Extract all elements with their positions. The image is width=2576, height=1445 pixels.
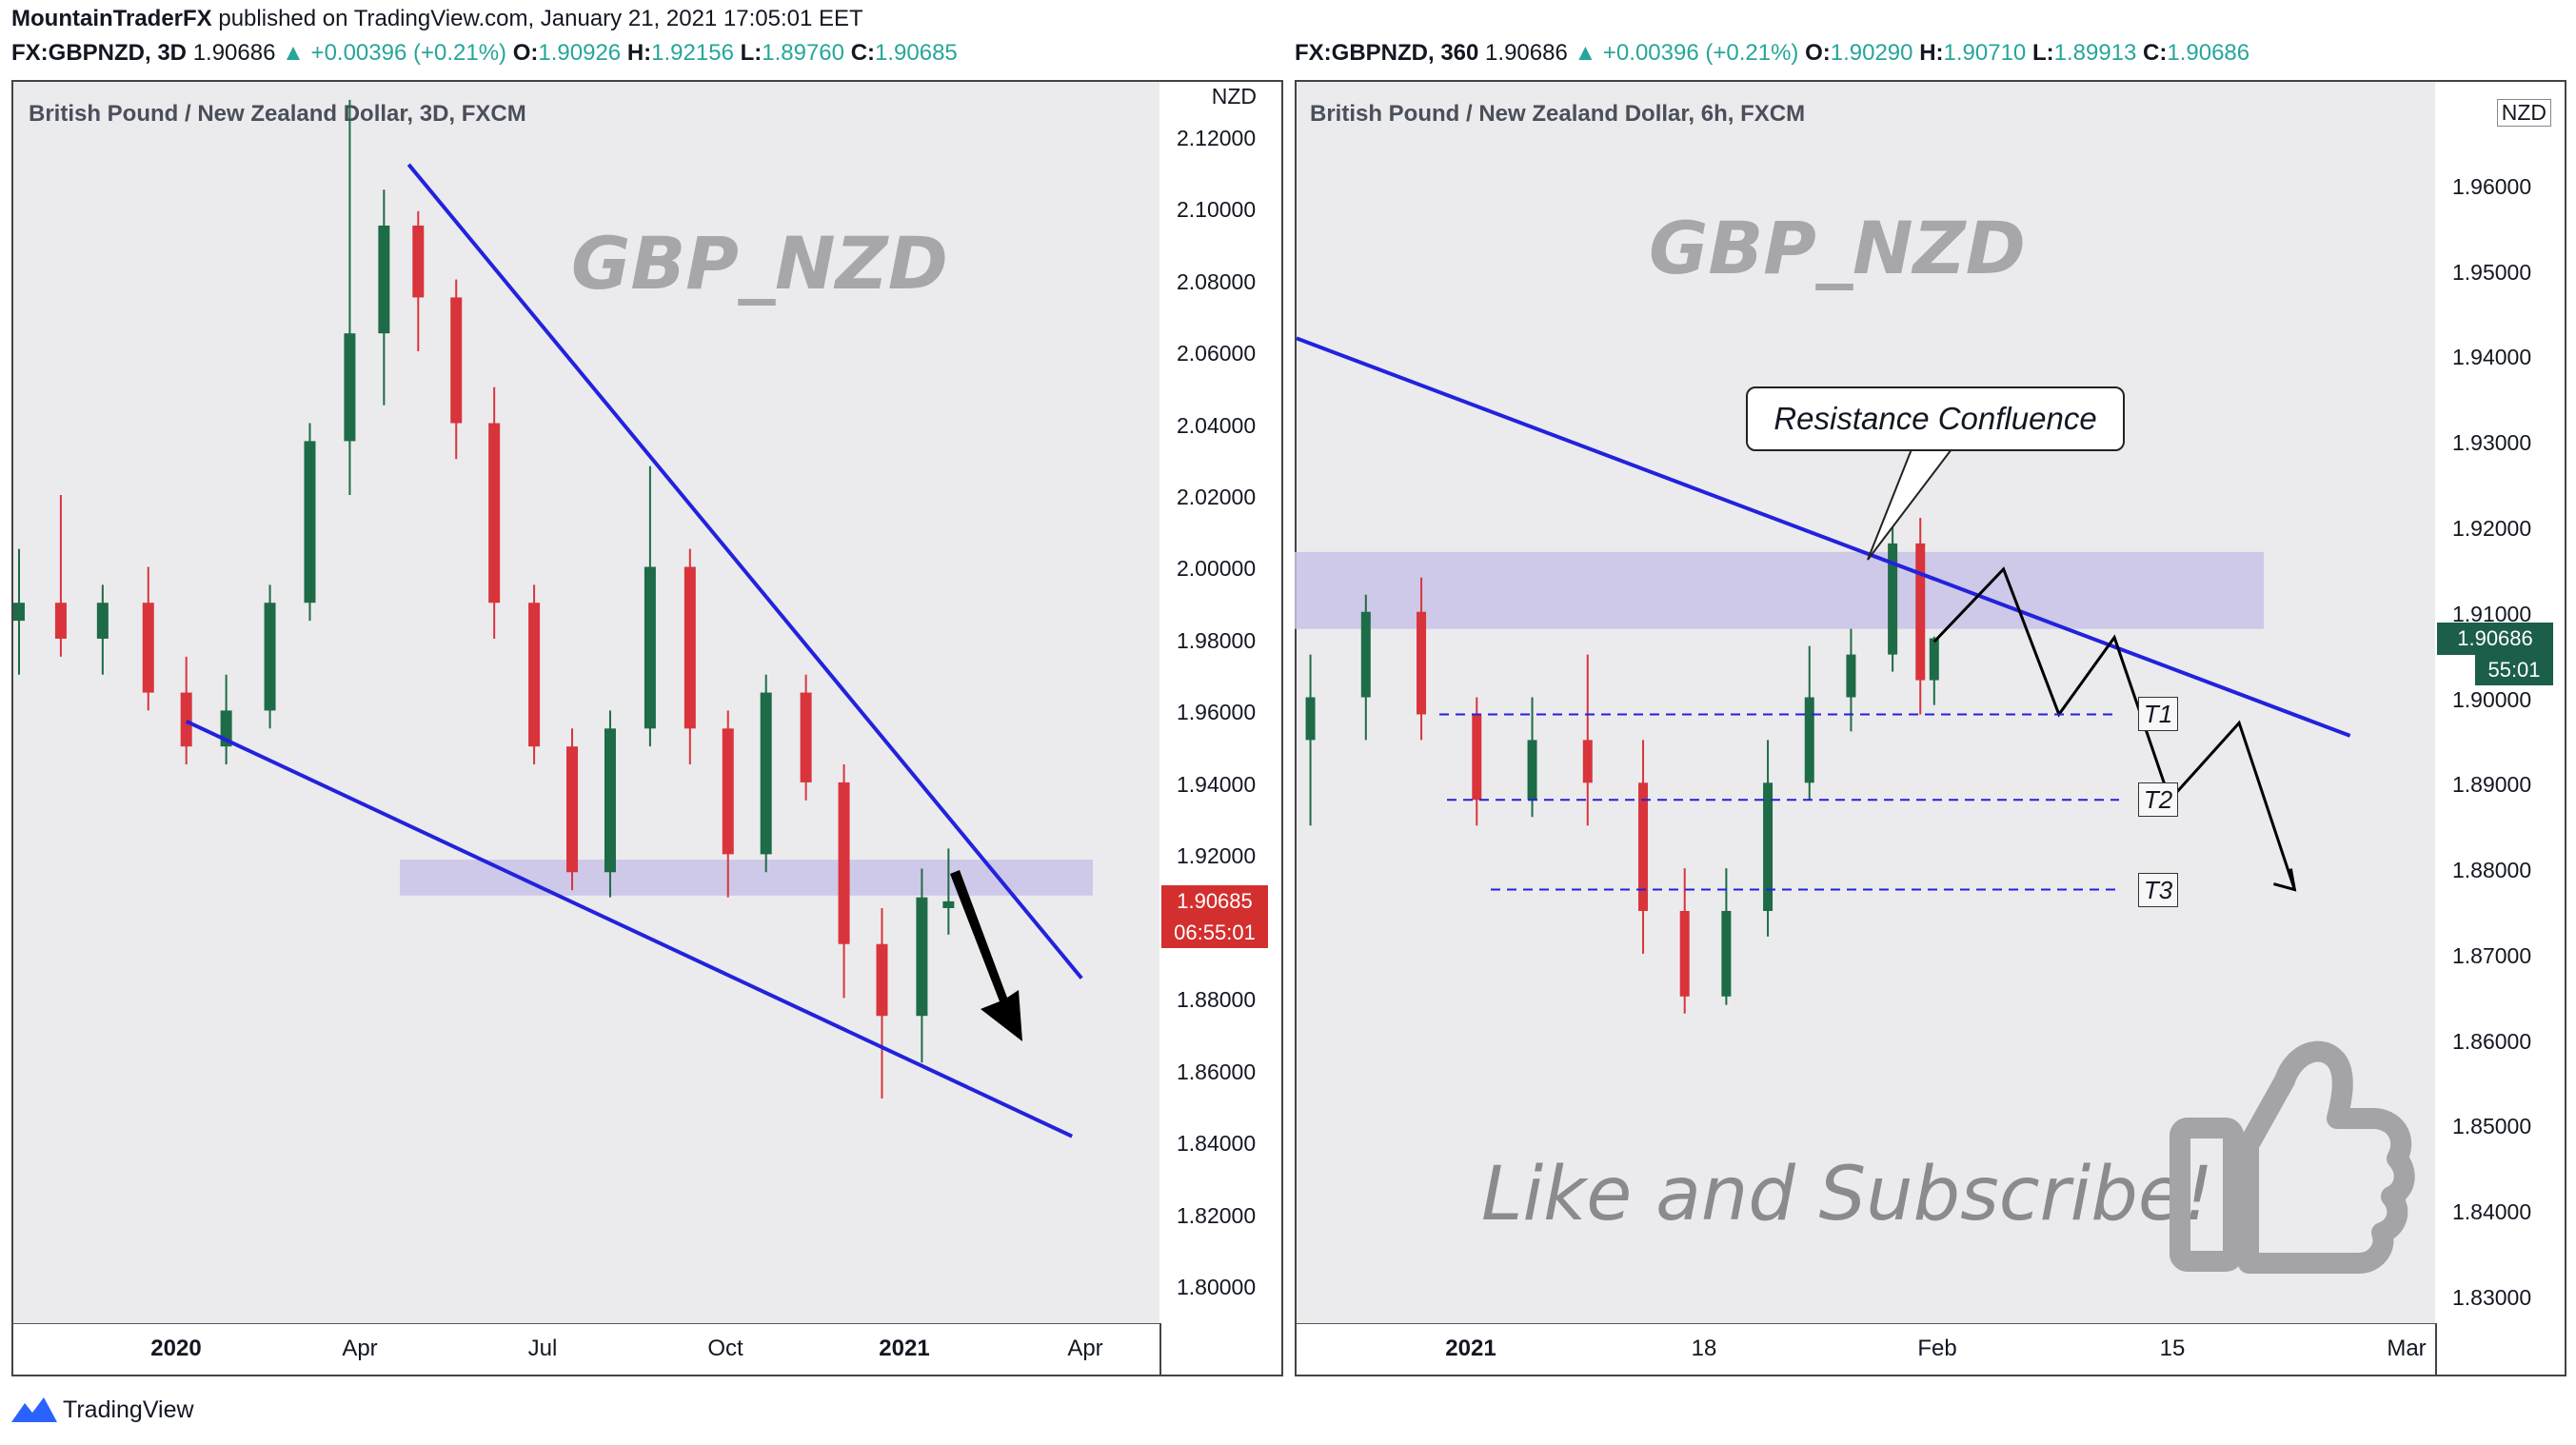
right-y-tick: 1.87000 (2452, 942, 2532, 968)
left-c-label: C: (850, 40, 876, 66)
resistance-callout: Resistance Confluence (1746, 386, 2125, 451)
left-x-tick: 2020 (150, 1336, 202, 1361)
right-x-tick: Mar (2387, 1336, 2427, 1361)
left-currency-label: NZD (1211, 84, 1257, 109)
thumbs-up-icon (2170, 1040, 2415, 1274)
tradingview-brand[interactable]: TradingView (11, 1396, 194, 1424)
left-countdown-tag: 06:55:01 (1161, 918, 1268, 949)
left-h-label: H: (626, 40, 652, 66)
right-y-tick: 1.92000 (2452, 515, 2532, 541)
right-open: 1.90290 (1830, 40, 1913, 66)
left-x-tick: Apr (342, 1336, 378, 1361)
left-y-tick: 1.96000 (1177, 700, 1257, 725)
left-last-price-tag: 1.90685 (1161, 885, 1268, 919)
right-o-label: O: (1805, 40, 1831, 66)
left-price: 1.90686 (192, 40, 276, 66)
left-change: ▲ +0.00396 (+0.21%) (282, 40, 507, 66)
tradingview-logo-icon (11, 1397, 57, 1422)
author-name[interactable]: MountainTraderFX (11, 6, 212, 31)
left-l-label: L: (740, 40, 763, 66)
right-x-tick: 2021 (1445, 1336, 1496, 1361)
left-open: 1.90926 (538, 40, 622, 66)
right-x-tick: 15 (2159, 1336, 2186, 1361)
left-o-label: O: (512, 40, 539, 66)
left-watermark: GBP_NZD (571, 221, 948, 306)
left-low: 1.89760 (762, 40, 845, 66)
left-legend: FX:GBPNZD, 3D 1.90686 ▲ +0.00396 (+0.21%… (11, 40, 958, 67)
left-high: 1.92156 (651, 40, 734, 66)
tradingview-brand-label: TradingView (63, 1396, 194, 1423)
right-h-label: H: (1919, 40, 1944, 66)
target-label-t3: T3 (2138, 872, 2178, 907)
left-y-tick: 1.88000 (1177, 987, 1257, 1013)
right-y-tick: 1.88000 (2452, 858, 2532, 883)
right-y-tick: 1.91000 (2452, 601, 2532, 626)
right-y-tick: 1.84000 (2452, 1199, 2532, 1225)
right-y-tick: 1.86000 (2452, 1028, 2532, 1054)
left-y-tick: 2.04000 (1177, 412, 1257, 438)
right-x-tick: 18 (1691, 1336, 1717, 1361)
left-x-tick: 2021 (879, 1336, 930, 1361)
right-c-label: C: (2143, 40, 2168, 66)
left-y-tick: 1.94000 (1177, 771, 1257, 797)
left-x-tick: Oct (707, 1336, 743, 1361)
publish-line: MountainTraderFX published on TradingVie… (11, 6, 863, 32)
left-chart-subtitle: British Pound / New Zealand Dollar, 3D, … (29, 101, 526, 127)
left-y-tick: 1.80000 (1177, 1275, 1257, 1300)
right-price-axis[interactable]: NZD 1.96000 1.95000 1.94000 1.93000 1.92000 1… (2435, 80, 2566, 1376)
left-time-axis[interactable]: 2020 Apr Jul Oct 2021 Apr (11, 1323, 1161, 1376)
right-close: 1.90686 (2167, 40, 2250, 66)
right-y-tick: 1.90000 (2452, 686, 2532, 712)
right-change: ▲ +0.00396 (+0.21%) (1574, 40, 1799, 66)
right-y-tick: 1.85000 (2452, 1114, 2532, 1139)
right-high: 1.90710 (1943, 40, 2027, 66)
left-y-tick: 1.82000 (1177, 1202, 1257, 1228)
right-currency-label: NZD (2496, 99, 2551, 127)
right-legend: FX:GBPNZD, 360 1.90686 ▲ +0.00396 (+0.21… (1295, 40, 2249, 67)
right-symbol: FX:GBPNZD, 360 (1295, 40, 1479, 66)
right-y-tick: 1.83000 (2452, 1285, 2532, 1311)
right-l-label: L: (2031, 40, 2054, 66)
left-y-tick: 2.12000 (1177, 125, 1257, 150)
left-price-axis[interactable]: NZD 2.12000 2.10000 2.08000 2.06000 2.04000 2… (1159, 80, 1283, 1376)
like-subscribe-text: Like and Subscribe! (1481, 1152, 2214, 1237)
left-y-tick: 1.98000 (1177, 627, 1257, 653)
right-y-tick: 1.89000 (2452, 772, 2532, 798)
target-label-t2: T2 (2138, 782, 2178, 818)
right-chart-subtitle: British Pound / New Zealand Dollar, 6h, … (1310, 101, 1806, 127)
right-time-axis[interactable]: 2021 18 Feb 15 Mar (1295, 1323, 2437, 1376)
left-y-tick: 1.86000 (1177, 1059, 1257, 1084)
left-y-tick: 2.10000 (1177, 197, 1257, 223)
right-y-tick: 1.94000 (2452, 345, 2532, 370)
left-x-tick: Apr (1067, 1336, 1103, 1361)
left-y-tick: 2.06000 (1177, 341, 1257, 366)
right-y-tick: 1.95000 (2452, 259, 2532, 285)
left-y-tick: 2.02000 (1177, 485, 1257, 509)
left-symbol: FX:GBPNZD, 3D (11, 40, 188, 66)
right-watermark: GBP_NZD (1649, 206, 2026, 290)
left-y-tick: 1.84000 (1177, 1131, 1257, 1157)
left-x-tick: Jul (527, 1336, 558, 1361)
left-close: 1.90685 (875, 40, 958, 66)
right-last-price-tag: 1.90686 (2437, 622, 2553, 655)
right-y-tick: 1.93000 (2452, 430, 2532, 456)
right-y-tick: 1.96000 (2452, 173, 2532, 199)
left-y-tick: 2.00000 (1177, 556, 1257, 582)
right-low: 1.89913 (2053, 40, 2137, 66)
right-x-tick: Feb (1917, 1336, 1957, 1361)
target-label-t1: T1 (2138, 697, 2178, 732)
right-price: 1.90686 (1485, 40, 1568, 66)
left-y-tick: 2.08000 (1177, 268, 1257, 294)
right-countdown-tag: 55:01 (2475, 654, 2553, 685)
left-y-tick: 1.92000 (1177, 843, 1257, 869)
publish-info: published on TradingView.com, January 21… (211, 6, 863, 31)
